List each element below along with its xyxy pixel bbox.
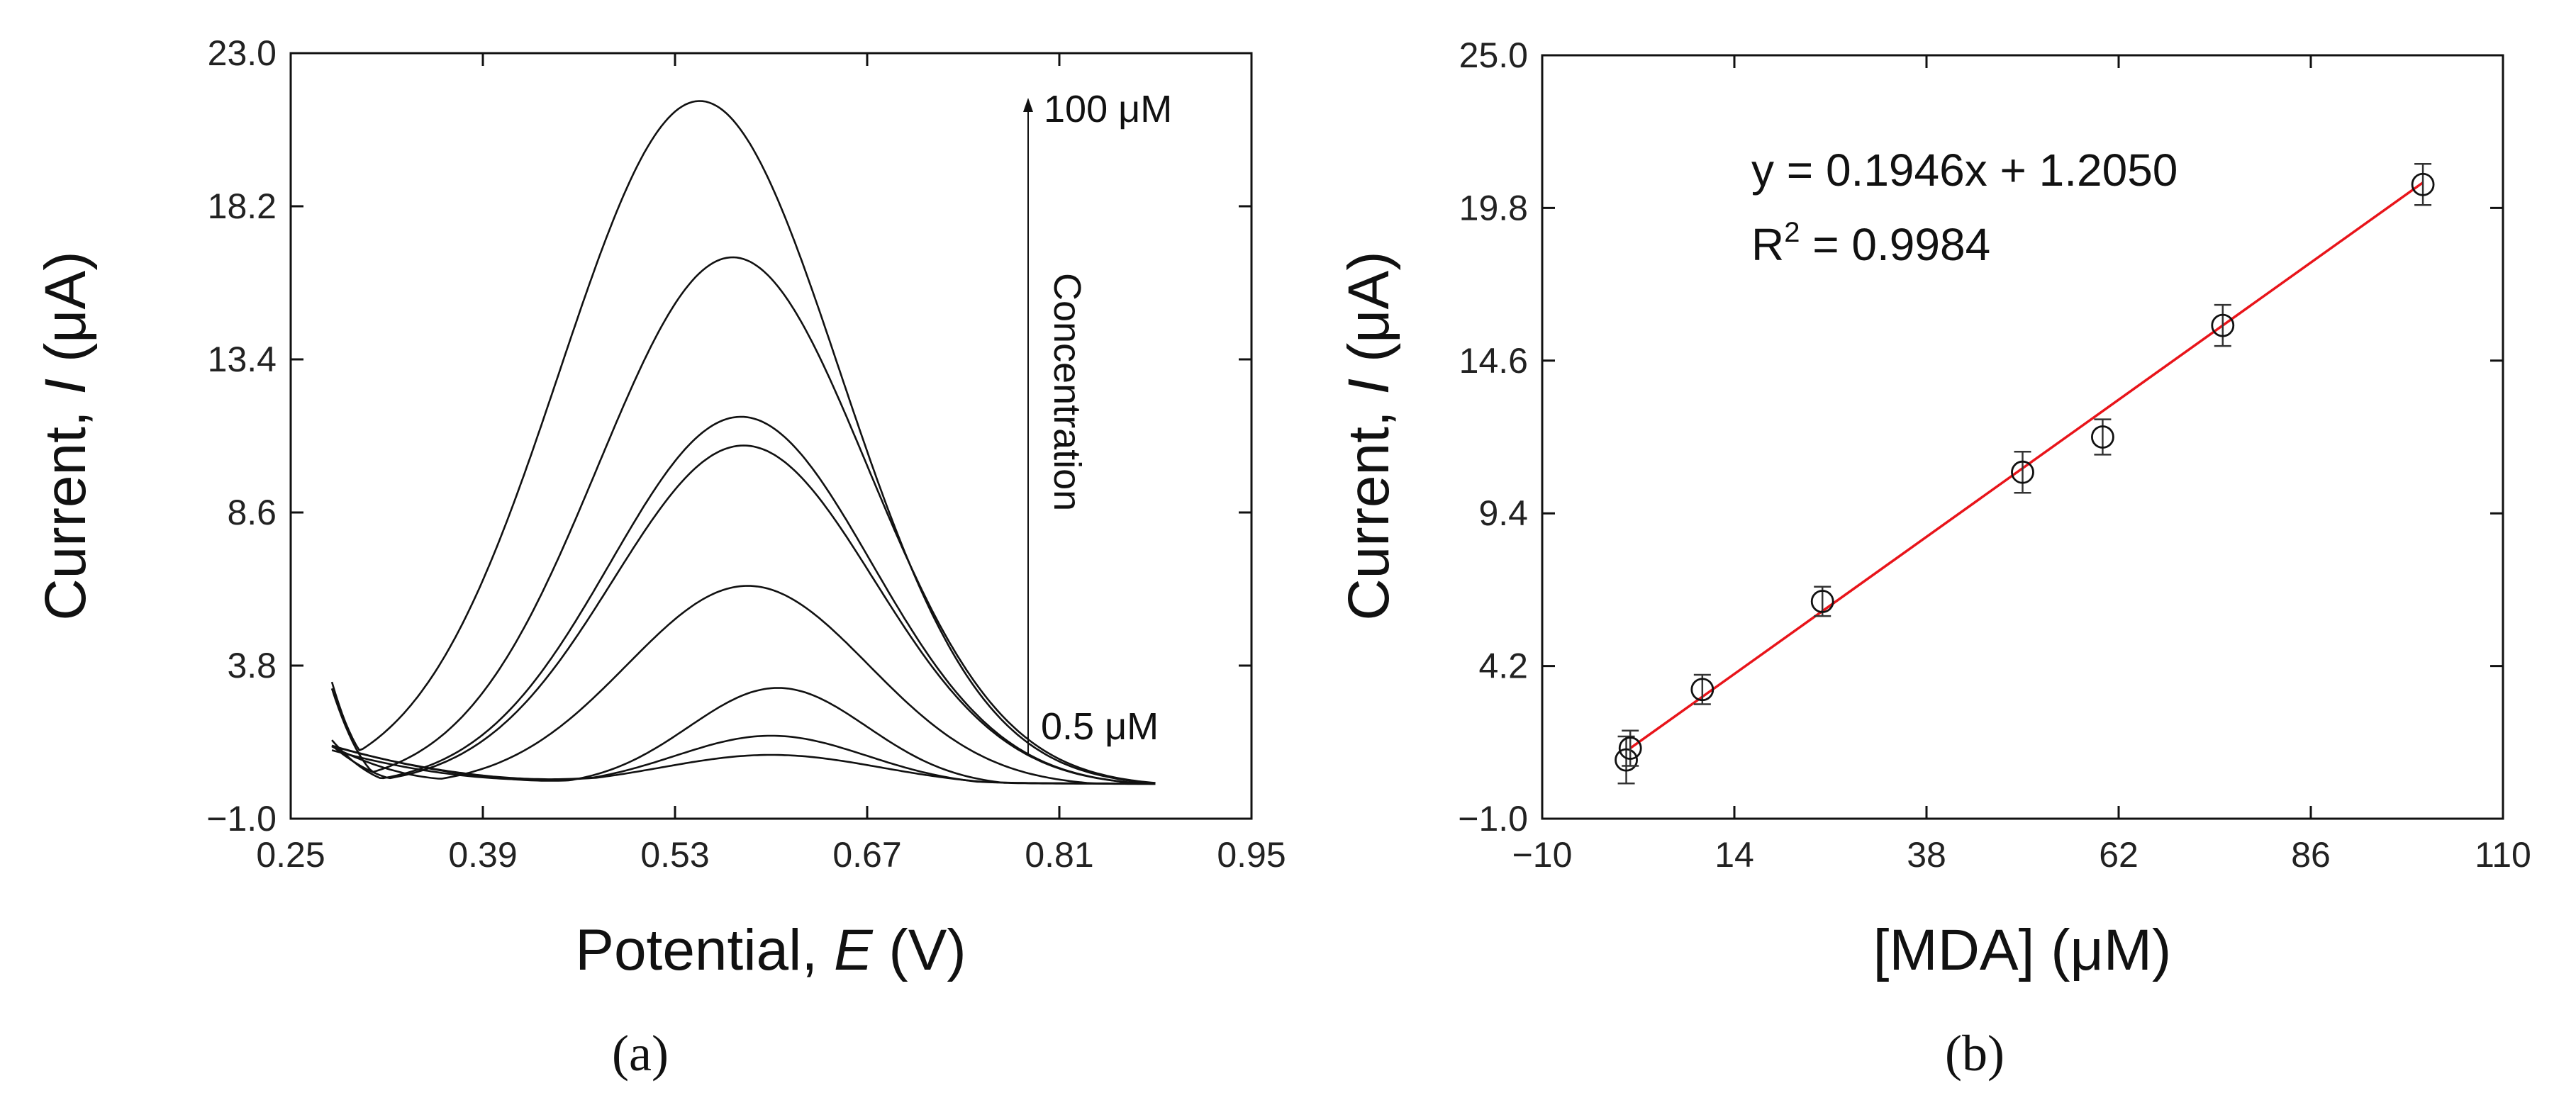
- data-point: [2211, 313, 2235, 337]
- panel-a-plot-frame: [289, 52, 1253, 820]
- x-tick-label: 38: [1907, 835, 1946, 875]
- x-tick-label: 14: [1714, 835, 1754, 875]
- data-point: [2411, 172, 2435, 196]
- data-point: [1618, 736, 1642, 760]
- x-tick-label: 110: [2475, 835, 2531, 875]
- y-tick-label: 3.8: [227, 646, 277, 685]
- panel-b-label: (b): [1945, 1025, 2005, 1082]
- x-tick-label: 86: [2291, 835, 2331, 875]
- r-squared: R2 = 0.9984: [1751, 217, 1990, 270]
- annotation-top-concentration: 100 μM: [1044, 88, 1172, 130]
- panel-b-y-axis-title: Current, I (μA): [1337, 251, 1401, 620]
- fit-equation: y = 0.1946x + 1.2050: [1751, 145, 2178, 196]
- y-tick-label: 19.8: [1459, 188, 1528, 228]
- panel-b: −10 14 38 62 86 110 −1.0 4.2 9.4 14.6 19.8 25.0 y =…: [1337, 35, 2531, 1082]
- annotation-bottom-concentration: 0.5 μM: [1041, 705, 1159, 748]
- panel-b-ticks: −10 14 38 62 86 110 −1.0 4.2 9.4 14.6 19.8 25.0: [1458, 35, 2531, 875]
- annotation-concentration-label: Concentration: [1046, 273, 1088, 511]
- data-point: [1810, 590, 1834, 613]
- x-tick-label: 62: [2099, 835, 2139, 875]
- x-tick-label: 0.81: [1025, 835, 1093, 875]
- voltammogram-curve-8: [331, 749, 1156, 785]
- panel-a-y-axis-title: Current, I (μA): [33, 251, 98, 620]
- x-tick-label: 0.67: [832, 835, 901, 875]
- panel-a-ticks: 0.25 0.39 0.53 0.67 0.81 0.95 −1.0 3.8 8.6 13.4 18…: [206, 33, 1286, 875]
- panel-b-plot-frame: [1541, 54, 2504, 820]
- panel-a-series-group: [330, 100, 1156, 785]
- x-tick-label: 0.95: [1217, 835, 1286, 875]
- y-tick-label: 4.2: [1478, 646, 1528, 686]
- linear-fit-line: [1629, 181, 2424, 750]
- panel-a: 0.25 0.39 0.53 0.67 0.81 0.95 −1.0 3.8 8.6 13.4 18…: [33, 33, 1286, 1082]
- x-tick-label: −10: [1512, 835, 1573, 875]
- voltammogram-curve-4: [331, 444, 1156, 785]
- y-tick-label: 8.6: [227, 493, 277, 532]
- voltammogram-curve-6: [331, 687, 1156, 785]
- panel-b-points-group: [1615, 163, 2435, 785]
- y-tick-label: −1.0: [206, 799, 277, 839]
- y-tick-label: 18.2: [208, 186, 277, 226]
- x-tick-label: 0.39: [448, 835, 517, 875]
- data-point: [2091, 425, 2114, 449]
- y-tick-label: 13.4: [208, 340, 277, 379]
- panel-a-label: (a): [612, 1025, 669, 1082]
- data-point: [1615, 748, 1638, 772]
- panel-a-x-axis-title: Potential, E (V): [575, 918, 966, 982]
- data-point: [2011, 460, 2034, 484]
- concentration-arrow-head: [1023, 98, 1033, 112]
- voltammogram-curve-1: [330, 100, 1156, 785]
- data-point: [1690, 678, 1714, 702]
- y-tick-label: 25.0: [1459, 35, 1528, 75]
- panel-b-fit-group: [1629, 181, 2424, 750]
- y-tick-label: 9.4: [1478, 493, 1528, 533]
- voltammogram-curve-2: [330, 256, 1156, 784]
- y-tick-label: 23.0: [208, 33, 277, 73]
- x-tick-label: 0.25: [256, 835, 325, 875]
- y-tick-label: 14.6: [1459, 341, 1528, 381]
- voltammogram-curve-5: [331, 585, 1156, 785]
- voltammogram-curve-3: [331, 415, 1156, 785]
- y-tick-label: −1.0: [1458, 799, 1528, 839]
- panel-b-x-axis-title: [MDA] (μM): [1873, 918, 2172, 982]
- x-tick-label: 0.53: [640, 835, 709, 875]
